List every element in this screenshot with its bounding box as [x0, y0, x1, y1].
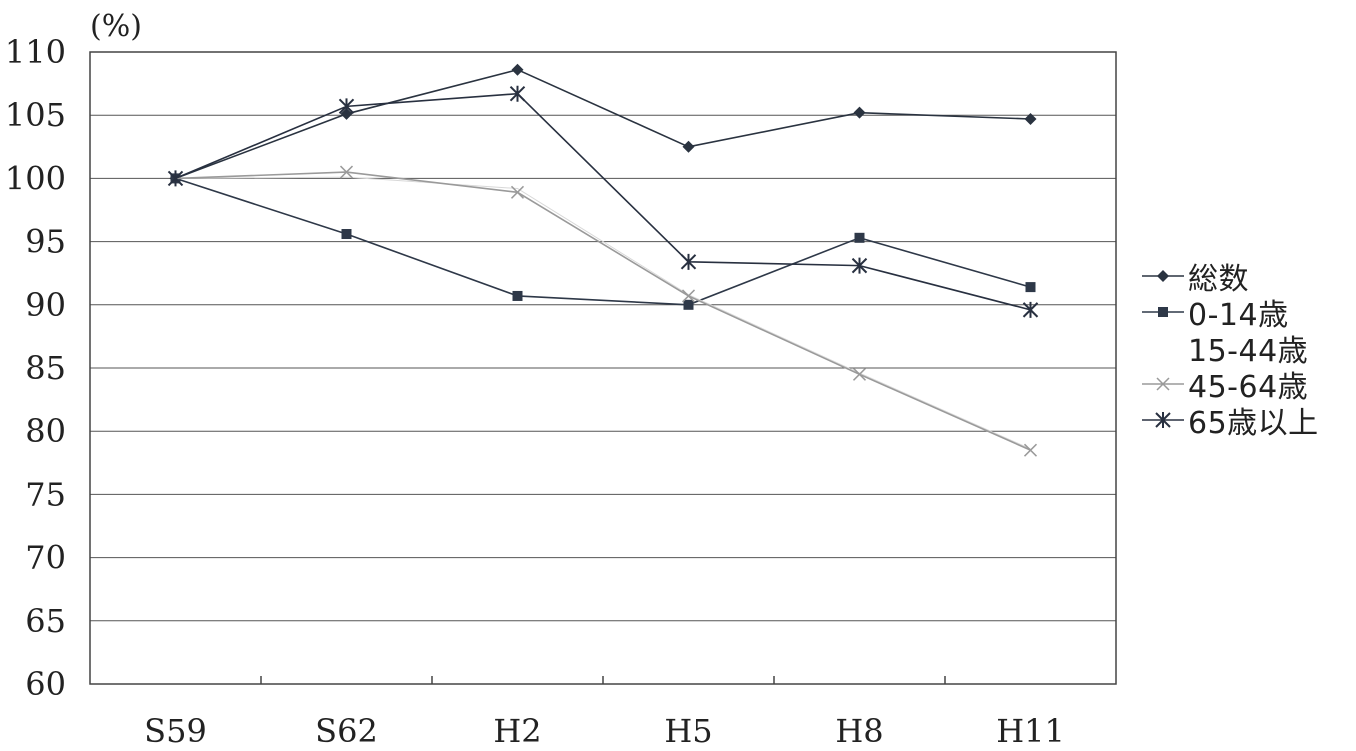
x-tick-label: S62 — [315, 712, 378, 750]
series-1-point-marker — [1024, 112, 1037, 125]
y-tick-label: 80 — [25, 412, 66, 450]
series-lines — [167, 63, 1039, 457]
legend-swatch — [1142, 270, 1184, 282]
gridlines — [90, 114, 1116, 622]
series-5-point-marker — [509, 85, 526, 102]
series-1-point-marker — [511, 63, 524, 76]
series-5-point-marker — [167, 170, 184, 187]
x-tick-label: H5 — [664, 712, 712, 750]
legend-label: 45-64歳 — [1188, 370, 1309, 405]
y-tick-label: 85 — [25, 349, 66, 387]
series-5-point-marker — [851, 257, 868, 274]
x-tick-label: H11 — [996, 712, 1065, 750]
legend-marker — [1157, 270, 1169, 282]
series-line — [175, 92, 1031, 311]
legend-label: 0-14歳 — [1188, 298, 1289, 333]
y-tick-label: 110 — [5, 33, 66, 71]
series-3 — [175, 176, 1031, 450]
legend-item: 15-44歳 — [1140, 330, 1319, 369]
series-1-point-marker — [853, 106, 866, 119]
series-2-point-marker — [683, 299, 694, 310]
x-tick-labels: S59 S62 H2 H5 H8 H11 — [144, 676, 1065, 750]
y-tick-label: 95 — [25, 223, 66, 261]
y-tick-label: 100 — [5, 159, 66, 197]
series-line — [175, 176, 1031, 450]
x-tick-label: H8 — [835, 712, 883, 750]
legend-marker — [1156, 377, 1170, 391]
y-tick-label: 65 — [25, 602, 66, 640]
legend-swatch — [1142, 377, 1184, 391]
y-tick-label: 60 — [25, 665, 66, 703]
y-tick-label: 75 — [25, 475, 66, 513]
legend-item: 45-64歳 — [1140, 366, 1319, 405]
series-5-point-marker — [680, 253, 697, 270]
legend-marker — [1158, 307, 1168, 317]
legend-marker — [1155, 412, 1171, 428]
legend-item: 総数 — [1140, 258, 1319, 297]
y-tick-label: 70 — [25, 539, 66, 577]
legend: 総数 0-14歳 15-44歳 45-64歳 65歳以上 — [1140, 258, 1319, 441]
series-2-point-marker — [1025, 282, 1036, 293]
legend-label: 65歳以上 — [1188, 406, 1319, 441]
series-2-point-marker — [854, 232, 865, 243]
series-4-point-marker — [339, 165, 354, 179]
series-4-point-marker — [1023, 443, 1038, 457]
x-tick-label: H2 — [493, 712, 541, 750]
series-5-point-marker — [1022, 301, 1039, 318]
y-tick-labels: 110 105 100 95 90 85 80 75 70 65 60 — [5, 33, 66, 703]
series-5 — [167, 85, 1039, 318]
legend-swatch — [1142, 307, 1184, 317]
y-tick-label: 105 — [5, 96, 66, 134]
series-4-point-marker — [681, 289, 696, 303]
series-line — [175, 171, 1031, 451]
series-2-point-marker — [341, 229, 352, 240]
legend-label: 総数 — [1188, 262, 1249, 297]
y-axis-label: (%) — [90, 9, 142, 44]
series-4-point-marker — [852, 367, 867, 381]
series-1-point-marker — [682, 140, 695, 153]
series-line — [175, 177, 1031, 306]
legend-item: 0-14歳 — [1140, 294, 1319, 333]
legend-swatch — [1142, 412, 1184, 428]
y-tick-label: 90 — [25, 286, 66, 324]
legend-item: 65歳以上 — [1140, 402, 1319, 441]
series-2-point-marker — [512, 290, 523, 301]
x-tick-label: S59 — [144, 712, 207, 750]
series-4-point-marker — [510, 185, 525, 199]
series-line — [175, 68, 1031, 180]
legend-swatch — [1140, 330, 1186, 366]
series-1 — [169, 63, 1037, 185]
series-5-point-marker — [338, 98, 355, 115]
series-4 — [168, 165, 1038, 457]
legend-label: 15-44歳 — [1188, 334, 1309, 369]
